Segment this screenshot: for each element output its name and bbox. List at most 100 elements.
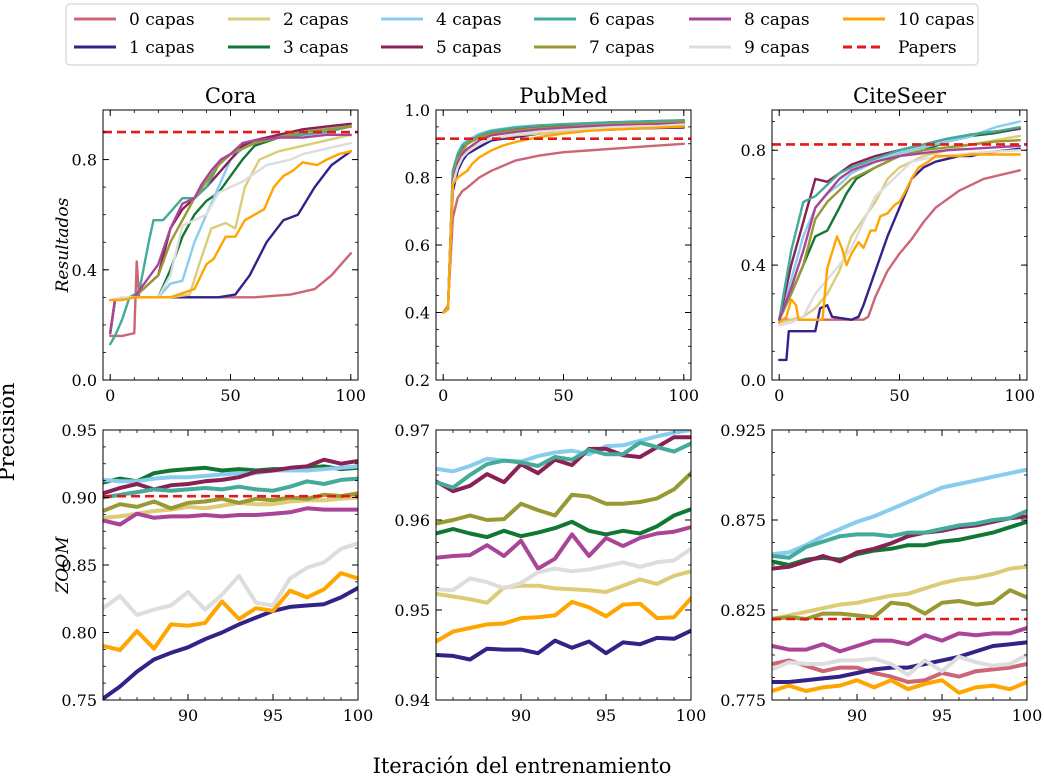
x-tick-label: 0 [105, 386, 115, 405]
legend-label: 2 capas [283, 10, 349, 30]
series-line-9-capas [109, 141, 352, 302]
series-line-9-capas [103, 541, 358, 617]
legend-label: 8 capas [744, 10, 810, 30]
x-tick-label: 50 [889, 386, 909, 405]
series-line-5-capas [778, 127, 1021, 321]
series-line-4-capas [778, 120, 1021, 321]
series-line-7-capas [436, 471, 691, 526]
series-line-4-capas [442, 118, 685, 314]
series-line-7-capas [778, 139, 1021, 321]
series-line-6-capas [772, 509, 1027, 560]
y-axis-label: ZOOM [53, 536, 73, 595]
legend-label: 9 capas [744, 38, 810, 58]
series-line-4-capas [772, 467, 1027, 557]
y-tick-label: 0.8 [741, 141, 766, 160]
series-line-6-capas [103, 476, 358, 500]
y-tick-label: 1.0 [405, 101, 430, 120]
x-tick-label: 100 [343, 706, 374, 725]
y-tick-label: 0.8 [405, 169, 430, 188]
y-tick-label: 0.875 [720, 511, 766, 530]
series-line-9-capas [436, 546, 691, 593]
series-line-5-capas [442, 119, 685, 314]
series-line-4-capas [109, 125, 352, 335]
y-tick-label: 0.925 [720, 421, 766, 440]
series-line-10-capas [109, 150, 352, 302]
plot-area [103, 457, 358, 700]
x-tick-label: 100 [336, 386, 367, 405]
y-tick-label: 0.75 [61, 691, 97, 710]
legend-label: 3 capas [283, 38, 349, 58]
series-line-3-capas [436, 507, 691, 540]
x-tick-label: 0 [774, 386, 784, 405]
x-tick-label: 100 [1012, 706, 1043, 725]
x-tick-label: 90 [511, 706, 531, 725]
y-tick-label: 0.85 [61, 556, 97, 575]
y-tick-label: 0.0 [72, 371, 97, 390]
x-tick-label: 0 [438, 386, 448, 405]
y-tick-label: 0.4 [741, 256, 766, 275]
legend-label: 0 capas [129, 10, 195, 30]
legend-label: 4 capas [436, 10, 502, 30]
series-line-5-capas [103, 457, 358, 496]
x-tick-label: 95 [932, 706, 952, 725]
series-line-8-capas [436, 525, 691, 571]
series-line-0-capas [442, 142, 685, 314]
x-tick-label: 100 [669, 386, 700, 405]
series-line-3-capas [778, 127, 1021, 321]
y-tick-label: 0.8 [72, 151, 97, 170]
series-line-0-capas [778, 169, 1021, 321]
panel-title: Cora [205, 84, 256, 108]
series-line-3-capas [109, 125, 352, 335]
legend-box [65, 3, 979, 66]
series-line-9-capas [772, 653, 1027, 677]
series-line-5-capas [436, 435, 691, 494]
series-line-8-capas [778, 144, 1021, 321]
series-line-10-capas [442, 125, 685, 314]
panel-5: 90 95 100 0.94 0.95 0.96 0.97 [394, 421, 706, 725]
series-line-2-capas [772, 564, 1027, 621]
series-line-4-capas [103, 464, 358, 484]
plot-area [436, 430, 691, 662]
legend-label: 6 capas [589, 10, 655, 30]
series-line-7-capas [442, 120, 685, 314]
x-tick-label: 100 [676, 706, 707, 725]
panel-title: CiteSeer [853, 84, 947, 108]
y-tick-label: 0.95 [61, 421, 97, 440]
series-line-6-capas [436, 440, 691, 490]
legend-label: 1 capas [129, 38, 195, 58]
panel-4: 90 95 100 0.75 0.80 0.85 0.90 0.95 ZOOM [53, 421, 373, 725]
series-line-2-capas [436, 569, 691, 605]
plot-area [103, 122, 358, 346]
series-line-8-capas [772, 626, 1027, 654]
legend-label: 5 capas [436, 38, 502, 58]
series-line-7-capas [772, 588, 1027, 621]
x-tick-label: 50 [553, 386, 573, 405]
legend-label: 10 capas [898, 10, 974, 30]
series-line-4-capas [436, 430, 691, 474]
x-tick-label: 50 [220, 386, 240, 405]
y-tick-label: 0.825 [720, 601, 766, 620]
y-tick-label: 0.2 [405, 371, 430, 390]
panel-2: 0 50 100 0.2 0.4 0.6 0.8 1.0 PubMed [405, 84, 700, 405]
series-line-2-capas [442, 124, 685, 314]
series-line-2-capas [103, 495, 358, 520]
x-tick-label: 95 [263, 706, 283, 725]
series-line-1-capas [109, 150, 352, 335]
series-line-10-capas [772, 678, 1027, 695]
series-line-1-capas [103, 586, 358, 700]
series-line-6-capas [442, 119, 685, 314]
panel-3: 0 50 100 0.0 0.4 0.8 CiteSeer [741, 84, 1036, 405]
series-line-8-capas [109, 133, 352, 335]
y-tick-label: 0.90 [61, 489, 97, 508]
y-axis-label: Resultados [53, 197, 73, 293]
series-line-1-capas [442, 126, 685, 314]
series-line-0-capas [772, 658, 1027, 684]
y-tick-label: 0.96 [394, 511, 430, 530]
y-tick-label: 0.6 [405, 236, 430, 255]
y-tick-label: 0.4 [405, 304, 430, 323]
series-line-10-capas [103, 571, 358, 652]
panel-6: 90 95 100 0.775 0.825 0.875 0.925 [720, 421, 1042, 725]
legend-label: 7 capas [589, 38, 655, 58]
series-line-1-capas [436, 628, 691, 662]
